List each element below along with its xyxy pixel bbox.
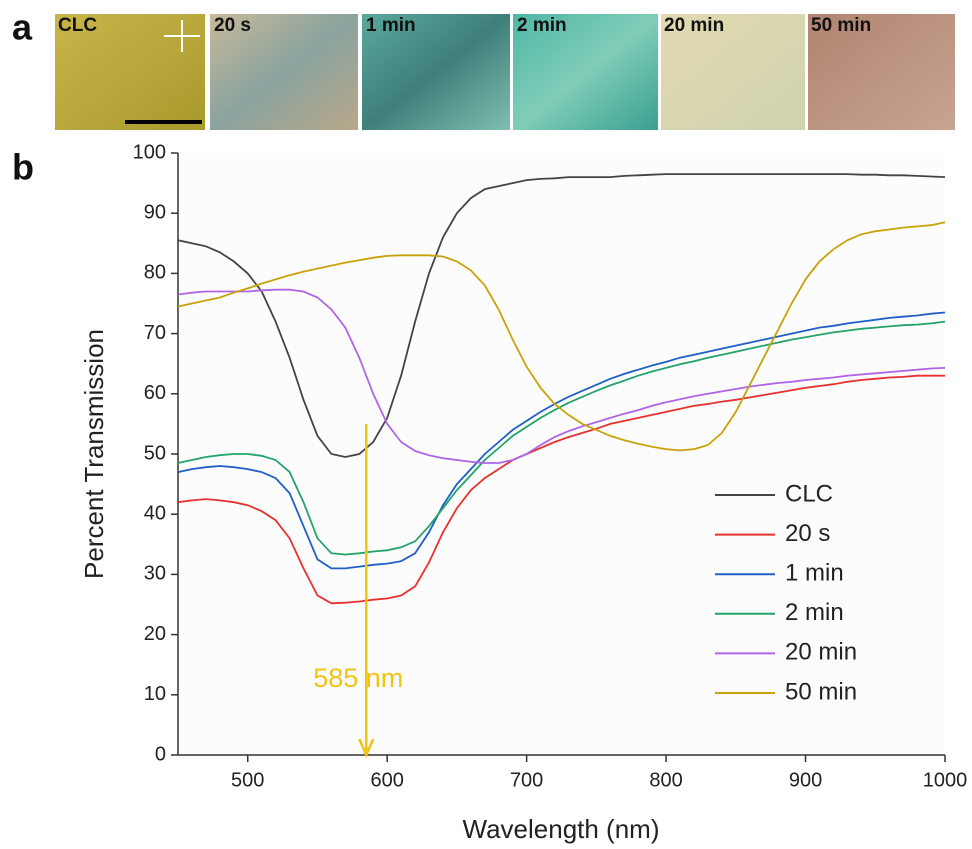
series-line [177, 221, 946, 452]
legend-label: 1 min [785, 560, 844, 587]
micrograph [513, 14, 658, 130]
series-line [177, 288, 946, 464]
series-line [177, 311, 946, 570]
x-axis-label: Wavelength (nm) [463, 814, 660, 844]
y-tick-label: 90 [144, 201, 166, 223]
annotation-arrowhead [358, 738, 375, 759]
y-tick-label: 30 [144, 563, 166, 585]
x-tick-label: 900 [789, 769, 822, 791]
micrograph-label: 2 min [517, 15, 567, 36]
x-tick-label: 1000 [923, 769, 968, 791]
y-axis-label: Percent Transmission [79, 329, 109, 579]
series-line [177, 374, 945, 605]
y-tick-label: 40 [144, 502, 166, 524]
legend-label: CLC [785, 480, 833, 507]
micrograph-label: 50 min [811, 15, 871, 36]
micrograph [661, 14, 805, 130]
legend-label: 50 min [785, 678, 857, 705]
y-tick-label: 80 [144, 262, 166, 284]
micrograph-label: 20 s [214, 15, 251, 36]
micrograph [210, 14, 358, 130]
plot-background [178, 153, 945, 755]
y-tick-label: 70 [144, 322, 166, 344]
legend-label: 20 min [785, 639, 857, 666]
legend-label: 2 min [785, 599, 844, 626]
polarizer-icon [164, 20, 200, 52]
micrograph-strip: CLC 20 s 1 min 2 min 20 min 50 min [55, 14, 955, 130]
micrograph-label: 1 min [366, 15, 416, 36]
micrograph-label: 20 min [664, 15, 724, 36]
legend-label: 20 s [785, 520, 830, 547]
y-tick-label: 60 [144, 382, 166, 404]
micrograph [362, 14, 510, 130]
series-line [177, 173, 946, 458]
panel-label: b [12, 147, 34, 188]
x-tick-label: 800 [649, 769, 682, 791]
y-tick-label: 20 [144, 623, 166, 645]
micrograph [55, 14, 205, 130]
x-tick-label: 500 [231, 769, 264, 791]
x-tick-label: 600 [370, 769, 403, 791]
panel-label: a [12, 7, 33, 48]
y-tick-label: 0 [155, 743, 166, 765]
y-tick-label: 100 [133, 141, 166, 163]
y-tick-label: 10 [144, 683, 166, 705]
micrograph-label: CLC [58, 15, 97, 36]
x-tick-label: 700 [510, 769, 543, 791]
annotation-label: 585 nm [313, 663, 403, 693]
y-tick-label: 50 [144, 442, 166, 464]
series-line [177, 320, 946, 556]
plot: 0 10 20 30 40 50 60 70 80 90 100 500 600 700 800 900 100… [133, 141, 968, 791]
micrograph [808, 14, 955, 130]
